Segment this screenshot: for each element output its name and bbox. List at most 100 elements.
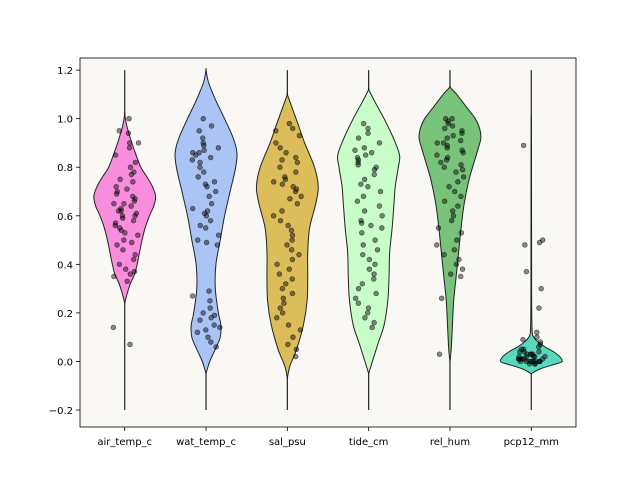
data-point-wat_temp_c <box>203 213 210 219</box>
data-point-sal_psu <box>294 159 301 166</box>
data-point-wat_temp_c <box>215 145 222 151</box>
data-point-air_temp_c <box>128 203 134 209</box>
y-tick-label: 0.8 <box>57 163 73 174</box>
data-point-rel_hum <box>434 242 440 248</box>
x-tick-label: rel_hum <box>430 437 470 448</box>
x-tick-label: tide_cm <box>349 437 388 448</box>
data-point-rel_hum <box>442 125 448 132</box>
data-point-wat_temp_c <box>203 225 209 231</box>
data-point-rel_hum <box>453 261 460 268</box>
data-point-sal_psu <box>282 176 289 183</box>
data-point-air_temp_c <box>121 200 127 207</box>
data-point-rel_hum <box>441 251 447 258</box>
x-axis: air_temp_c wat_temp_c sal_psu tide_cm rel_hu… <box>97 427 559 448</box>
data-point-tide_cm <box>364 310 371 316</box>
data-point-rel_hum <box>451 247 458 253</box>
data-point-wat_temp_c <box>201 142 207 149</box>
data-point-sal_psu <box>289 237 295 243</box>
data-point-sal_psu <box>279 285 286 292</box>
data-point-tide_cm <box>352 147 358 153</box>
data-point-sal_psu <box>283 149 289 156</box>
data-point-air_temp_c <box>120 215 126 221</box>
data-point-sal_psu <box>276 271 283 277</box>
data-point-wat_temp_c <box>213 188 219 195</box>
data-point-sal_psu <box>289 256 296 263</box>
data-point-rel_hum <box>450 132 456 139</box>
data-point-rel_hum <box>438 159 444 166</box>
data-point-sal_psu <box>292 188 299 195</box>
data-point-tide_cm <box>355 135 362 141</box>
data-point-tide_cm <box>379 225 385 231</box>
data-point-rel_hum <box>459 266 466 272</box>
data-point-wat_temp_c <box>217 324 223 331</box>
data-point-sal_psu <box>270 213 277 219</box>
data-point-wat_temp_c <box>197 222 203 229</box>
data-point-sal_psu <box>289 290 296 297</box>
data-point-wat_temp_c <box>200 135 206 141</box>
data-point-sal_psu <box>273 140 279 146</box>
data-point-rel_hum <box>436 351 443 357</box>
data-point-tide_cm <box>360 251 366 258</box>
data-point-air_temp_c <box>135 232 141 238</box>
data-point-sal_psu <box>288 247 295 253</box>
y-tick-label: 1.0 <box>57 115 73 126</box>
data-point-tide_cm <box>376 140 383 146</box>
y-tick-label: 0.0 <box>57 357 73 368</box>
data-point-rel_hum <box>443 157 450 163</box>
data-point-tide_cm <box>374 247 381 253</box>
data-point-tide_cm <box>372 237 378 243</box>
data-point-sal_psu <box>270 179 277 185</box>
data-point-air_temp_c <box>120 247 126 253</box>
data-point-air_temp_c <box>111 200 117 207</box>
data-point-air_temp_c <box>129 239 135 246</box>
data-point-sal_psu <box>281 300 287 306</box>
data-point-wat_temp_c <box>196 128 202 134</box>
data-point-tide_cm <box>368 149 375 156</box>
data-point-tide_cm <box>360 242 366 248</box>
data-point-sal_psu <box>297 327 304 333</box>
data-point-pcp12_mm <box>520 142 527 149</box>
data-point-wat_temp_c <box>203 327 209 333</box>
data-point-rel_hum <box>448 217 455 224</box>
data-point-wat_temp_c <box>207 305 213 311</box>
data-point-tide_cm <box>359 281 366 287</box>
data-point-wat_temp_c <box>207 217 214 224</box>
data-point-rel_hum <box>453 169 459 175</box>
data-point-wat_temp_c <box>195 174 201 180</box>
data-point-sal_psu <box>286 266 292 272</box>
data-point-air_temp_c <box>111 273 117 280</box>
data-point-rel_hum <box>449 115 455 122</box>
data-point-air_temp_c <box>124 186 130 192</box>
data-point-air_temp_c <box>135 140 142 146</box>
data-point-rel_hum <box>458 193 464 200</box>
data-point-sal_psu <box>279 310 286 316</box>
data-point-tide_cm <box>358 220 365 226</box>
data-point-rel_hum <box>460 149 466 156</box>
data-point-air_temp_c <box>128 171 135 178</box>
data-point-sal_psu <box>285 222 291 229</box>
data-point-sal_psu <box>285 341 291 348</box>
data-point-tide_cm <box>365 125 371 132</box>
data-point-air_temp_c <box>132 159 139 166</box>
data-point-sal_psu <box>274 315 280 321</box>
data-point-air_temp_c <box>132 251 138 258</box>
data-point-sal_psu <box>279 157 285 163</box>
data-point-air_temp_c <box>127 140 133 146</box>
data-point-tide_cm <box>377 188 384 195</box>
violin-tide_cm <box>337 87 401 376</box>
x-tick-label: pcp12_mm <box>504 437 559 448</box>
data-point-sal_psu <box>273 128 279 134</box>
data-point-tide_cm <box>360 120 367 127</box>
data-point-wat_temp_c <box>189 157 195 163</box>
data-point-air_temp_c <box>125 130 132 136</box>
data-point-wat_temp_c <box>211 179 218 185</box>
data-point-wat_temp_c <box>207 298 213 304</box>
data-point-air_temp_c <box>127 271 133 277</box>
data-point-wat_temp_c <box>206 193 212 200</box>
x-tick-label: wat_temp_c <box>176 437 236 448</box>
data-point-rel_hum <box>456 256 462 263</box>
data-point-sal_psu <box>289 276 295 282</box>
data-point-pcp12_mm <box>522 242 528 248</box>
data-point-wat_temp_c <box>208 315 214 321</box>
